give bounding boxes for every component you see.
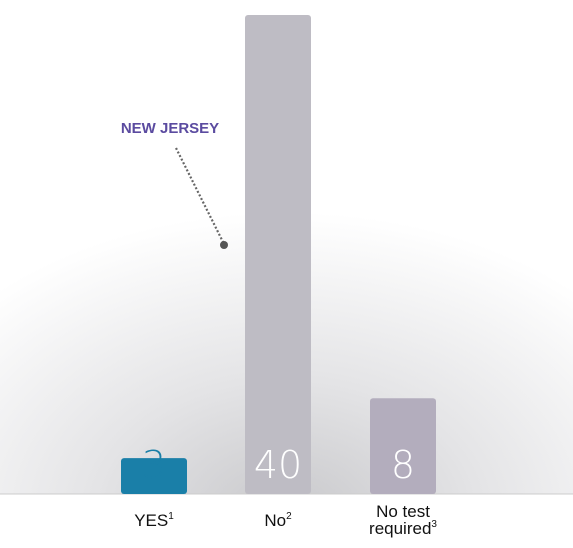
value-label-no-test-required: 8 (391, 443, 415, 487)
value-label-yes: 3 (142, 443, 166, 487)
annotation-label: NEW JERSEY (121, 120, 219, 137)
category-superscript-yes: 1 (168, 511, 174, 522)
category-superscript-no: 2 (286, 511, 292, 522)
value-label-no: 40 (254, 443, 302, 487)
category-label-no-test-required-line2: required3 (369, 519, 437, 538)
annotation-dot (220, 241, 228, 249)
bar-no (245, 15, 311, 494)
category-label-yes: YES1 (134, 511, 174, 530)
category-superscript-no-test-required: 3 (431, 519, 437, 530)
